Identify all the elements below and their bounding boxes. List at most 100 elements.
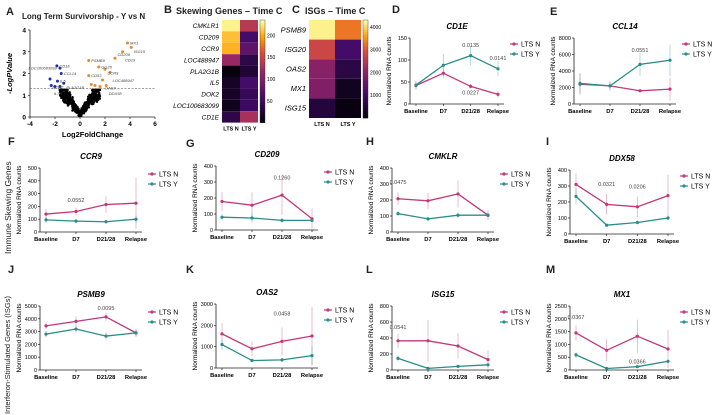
data-point bbox=[635, 334, 639, 338]
series-line-lts-n bbox=[45, 202, 137, 215]
ns-point bbox=[86, 98, 90, 101]
legend-label: LTS Y bbox=[693, 52, 712, 59]
p-value-annotation: 0.0551 bbox=[632, 48, 649, 54]
x-tick-label: Baseline bbox=[386, 237, 411, 243]
volcano-title: Long Term Survivorship - Y vs N bbox=[22, 12, 146, 21]
gene-label: PLA2G1B bbox=[66, 85, 84, 90]
x-tick-label: D21/28 bbox=[449, 237, 468, 243]
series-line-lts-y bbox=[415, 54, 499, 86]
y-tick-label: 2000 bbox=[25, 342, 37, 348]
data-point bbox=[426, 366, 430, 370]
x-tick-label: Baseline bbox=[404, 109, 429, 115]
data-point bbox=[666, 359, 670, 363]
heatmap-cell bbox=[222, 42, 240, 55]
y-tick-label: 100 bbox=[204, 212, 213, 218]
legend-marker bbox=[684, 42, 688, 46]
colorbar-segment bbox=[260, 27, 265, 31]
x-tick-label: Relapse bbox=[125, 375, 148, 381]
data-point bbox=[220, 199, 224, 204]
colorbar-segment bbox=[363, 98, 368, 102]
data-point bbox=[104, 202, 108, 207]
ns-point bbox=[87, 105, 91, 109]
x-tick-label: D7 bbox=[424, 237, 431, 243]
chart-title: MX1 bbox=[614, 290, 631, 299]
y-tick-label: 3 bbox=[22, 49, 26, 56]
gene-label: CCR9 bbox=[108, 71, 120, 76]
colorbar-segment bbox=[363, 54, 368, 58]
y-tick-label: 300 bbox=[204, 180, 213, 186]
heatmap-cell bbox=[240, 77, 258, 89]
legend-marker bbox=[150, 320, 154, 324]
data-point bbox=[426, 199, 430, 203]
colorbar-segment bbox=[260, 37, 265, 41]
panel-label-l: L bbox=[366, 264, 373, 276]
x-tick-label: D21/28 bbox=[631, 109, 650, 115]
heatmap-cell bbox=[222, 54, 240, 66]
data-point bbox=[456, 213, 460, 217]
heatmap-cell bbox=[240, 111, 258, 123]
panel-label-i: I bbox=[546, 136, 550, 148]
ns-point bbox=[74, 110, 77, 113]
colorbar-segment bbox=[363, 76, 368, 80]
y-tick-label: 200 bbox=[28, 204, 37, 210]
colorbar-segment bbox=[260, 58, 265, 62]
colorbar-segment bbox=[260, 53, 265, 57]
y-tick-label: 500 bbox=[28, 166, 37, 172]
heatmap-row-label: PLA2G1B bbox=[190, 69, 220, 76]
x-tick-label: Relapse bbox=[657, 239, 680, 245]
ns-point bbox=[68, 93, 72, 96]
colorbar-segment bbox=[260, 63, 265, 67]
y-tick-label: 200 bbox=[380, 352, 389, 358]
colorbar-segment bbox=[363, 86, 368, 89]
y-tick-label: 0 bbox=[564, 232, 567, 238]
heatmap-cell bbox=[335, 59, 361, 79]
y-tick-label: 600 bbox=[380, 320, 389, 326]
colorbar-segment bbox=[363, 103, 368, 107]
chart-title: CMKLR bbox=[429, 152, 458, 161]
gene-label: PSMB9 bbox=[91, 58, 105, 63]
series-line-lts-n bbox=[221, 333, 313, 350]
x-tick-label: Relapse bbox=[125, 237, 148, 243]
y-tick-label: 500 bbox=[558, 355, 567, 361]
colorbar-segment bbox=[363, 24, 368, 28]
data-point bbox=[635, 220, 639, 225]
heatmap-cell bbox=[335, 78, 361, 99]
colorbar-segment bbox=[260, 84, 265, 87]
chart-title: CCL14 bbox=[612, 22, 638, 31]
heatmap-row-label: DOK2 bbox=[201, 92, 219, 99]
legend-marker bbox=[502, 320, 506, 324]
y-tick-label: 4 bbox=[22, 28, 26, 35]
data-point bbox=[74, 319, 78, 323]
data-point bbox=[486, 213, 490, 217]
heatmap-row-label: CD209 bbox=[199, 35, 220, 42]
upregulated-point bbox=[98, 85, 102, 89]
gene-label: LOC488947 bbox=[113, 78, 135, 83]
data-point bbox=[134, 201, 138, 205]
ns-point bbox=[61, 88, 65, 92]
colorbar-tick-label: 150 bbox=[267, 55, 276, 61]
gene-label: IL7R bbox=[54, 91, 63, 96]
y-tick-label: 3000 bbox=[25, 330, 37, 336]
colorbar-segment bbox=[260, 73, 265, 77]
colorbar-segment bbox=[363, 91, 368, 94]
legend-marker bbox=[150, 172, 154, 176]
y-tick-label: 5000 bbox=[25, 304, 37, 310]
data-point bbox=[635, 205, 639, 209]
legend-label: LTS Y bbox=[159, 320, 178, 327]
x-tick-label: Relapse bbox=[477, 375, 500, 381]
colorbar-segment bbox=[363, 20, 368, 23]
series-line-lts-n bbox=[398, 340, 489, 361]
colorbar-segment bbox=[260, 107, 265, 111]
y-tick-label: 4000 bbox=[25, 317, 37, 323]
colorbar-tick-label: 200 bbox=[267, 33, 276, 39]
colorbar-segment bbox=[363, 61, 368, 65]
chart-title: ISG15 bbox=[432, 290, 455, 299]
legend-marker bbox=[682, 320, 686, 324]
colorbar-segment bbox=[363, 71, 368, 75]
chart-title: CD1E bbox=[446, 22, 468, 31]
volcano-plot: -4 -2 0 2 4 6 0 1 2 3 4 Log2FoldChange -LogPValue MX1… bbox=[5, 28, 157, 140]
legend-marker bbox=[326, 180, 330, 184]
colorbar-tick-label: 4000 bbox=[370, 25, 381, 31]
data-point bbox=[426, 217, 430, 221]
y-axis-label: Normalized RNA counts bbox=[368, 303, 375, 373]
